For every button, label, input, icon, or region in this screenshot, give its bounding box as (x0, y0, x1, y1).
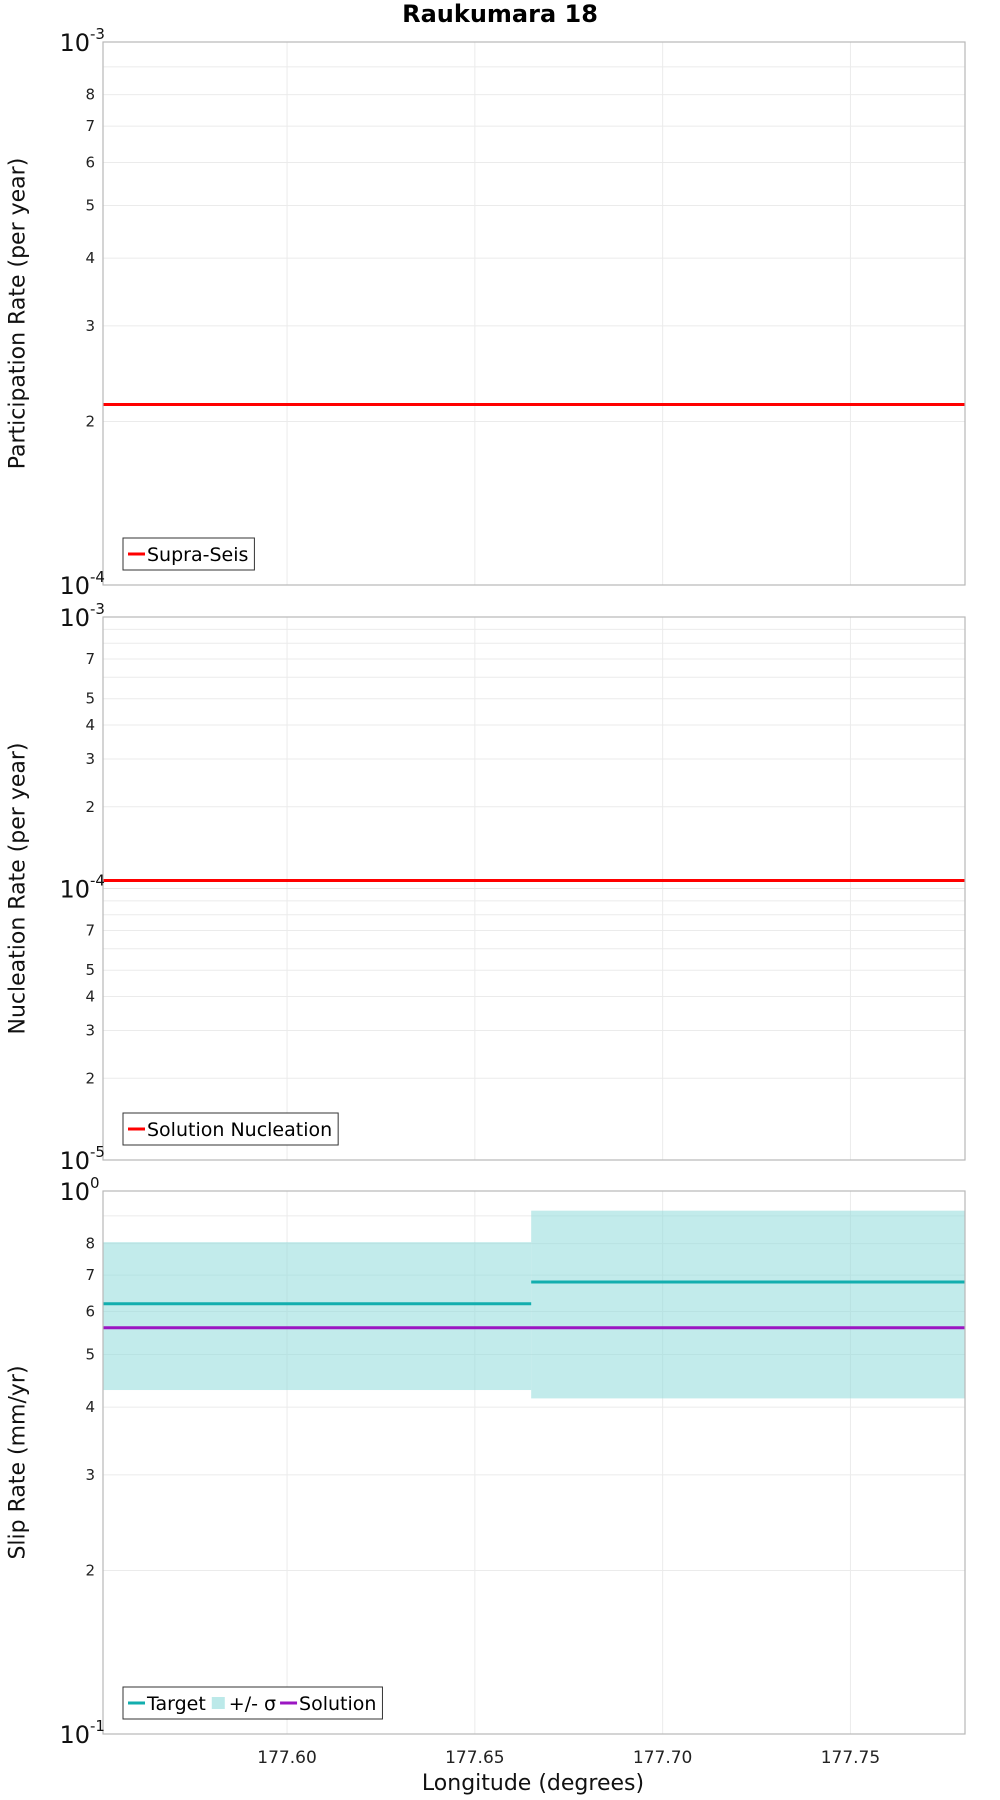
participation-y-tick-label: 4 (85, 249, 95, 267)
participation-legend-label-supra-seis: Supra-Seis (147, 544, 248, 566)
x-tick-label: 177.75 (821, 1748, 880, 1768)
slip-legend: Target +/- σ Solution (122, 1686, 383, 1720)
slip-y-tick-label: 4 (85, 1398, 95, 1416)
participation-y-axis-label: Participation Rate (per year) (6, 158, 31, 470)
nucleation-legend-label-solution-nucleation: Solution Nucleation (147, 1119, 332, 1141)
nucleation-y-tick-label: 7 (85, 922, 95, 940)
participation-y-decade-label: 10 (59, 29, 90, 57)
slip-y-tick-label: 7 (85, 1266, 95, 1284)
nucleation-y-tick-label: 3 (85, 1021, 95, 1039)
slip-y-tick-label: 8 (85, 1235, 95, 1253)
participation-y-tick-label: 3 (85, 317, 95, 335)
slip-legend-label-sigma: +/- σ (229, 1693, 276, 1715)
slip-legend-box (122, 1686, 383, 1720)
slip-legend-label-target: Target (146, 1693, 206, 1715)
participation-y-tick-label: 2 (85, 413, 95, 431)
participation-y-tick-label: 8 (85, 86, 95, 104)
nucleation-legend: Solution Nucleation (122, 1112, 339, 1146)
slip-y-tick-label: 6 (85, 1302, 95, 1320)
participation-y-decade-label: 10 (59, 572, 90, 600)
nucleation-y-tick-label: 5 (85, 961, 95, 979)
participation-y-tick-label: 6 (85, 153, 95, 171)
slip-y-tick-label: 2 (85, 1562, 95, 1580)
slip-y-decade-exponent: 0 (90, 1174, 100, 1192)
participation-plot-frame (102, 41, 966, 586)
nucleation-y-tick-label: 7 (85, 650, 95, 668)
participation-y-tick-label: 7 (85, 117, 95, 135)
participation-y-decade-exponent: -3 (90, 25, 105, 43)
slip-legend-label-solution: Solution (299, 1693, 376, 1715)
nucleation-plot-frame (102, 616, 966, 1161)
nucleation-y-decade-label: 10 (59, 604, 90, 632)
nucleation-y-decade-exponent: -3 (90, 600, 105, 618)
slip-y-decade-label: 10 (59, 1721, 90, 1749)
nucleation-y-decade-label: 10 (59, 876, 90, 904)
nucleation-y-tick-label: 2 (85, 798, 95, 816)
chart-title: Raukumara 18 (402, 0, 598, 28)
x-tick-label: 177.65 (445, 1748, 504, 1768)
slip-sigma-band (531, 1210, 965, 1399)
participation-y-tick-label: 5 (85, 196, 95, 214)
nucleation-y-tick-label: 4 (85, 988, 95, 1006)
nucleation-y-decade-exponent: -5 (90, 1143, 105, 1161)
slip-plot-frame (102, 1190, 966, 1735)
nucleation-y-tick-label: 5 (85, 690, 95, 708)
nucleation-legend-box (122, 1112, 339, 1146)
nucleation-y-tick-label: 3 (85, 750, 95, 768)
participation-y-decade-exponent: -4 (90, 568, 105, 586)
nucleation-y-decade-label: 10 (59, 1147, 90, 1175)
x-axis-label: Longitude (degrees) (422, 1771, 644, 1796)
slip-y-axis-label: Slip Rate (mm/yr) (6, 1365, 31, 1559)
nucleation-y-tick-label: 2 (85, 1069, 95, 1087)
nucleation-y-tick-label: 4 (85, 716, 95, 734)
slip-legend-swatch-sigma (211, 1697, 225, 1709)
slip-sigma-band (103, 1242, 532, 1391)
participation-legend: Supra-Seis (122, 537, 255, 571)
x-tick-label: 177.70 (633, 1748, 692, 1768)
x-tick-label: 177.60 (257, 1748, 316, 1768)
slip-y-decade-label: 10 (59, 1178, 90, 1206)
slip-y-tick-label: 5 (85, 1345, 95, 1363)
nucleation-y-decade-exponent: -4 (90, 872, 105, 890)
slip-y-tick-label: 3 (85, 1466, 95, 1484)
nucleation-y-axis-label: Nucleation Rate (per year) (6, 743, 31, 1035)
slip-y-decade-exponent: -1 (90, 1717, 105, 1735)
